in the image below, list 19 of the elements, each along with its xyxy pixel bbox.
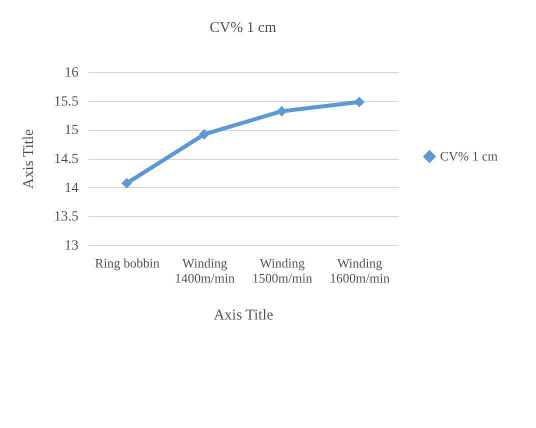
x-tick-label: Winding 1600m/min bbox=[330, 256, 390, 286]
chart-title: CV% 1 cm bbox=[210, 20, 277, 36]
y-tick-label: 14 bbox=[64, 180, 78, 196]
y-tick-label: 15 bbox=[64, 123, 78, 138]
y-tick-label: 13.5 bbox=[54, 210, 78, 225]
x-tick-label: Winding 1400m/min bbox=[174, 256, 236, 286]
legend-label: CV% 1 cm bbox=[440, 148, 498, 164]
point bbox=[199, 129, 210, 140]
x-tick-label: Ring bobbin bbox=[94, 256, 160, 270]
x-axis-title: Axis Title bbox=[214, 308, 274, 324]
y-tick-label: 16 bbox=[64, 66, 78, 80]
point bbox=[122, 178, 132, 189]
y-axis-title: Axis Title bbox=[21, 128, 37, 189]
y-tick-label: 14.5 bbox=[54, 152, 78, 167]
point bbox=[276, 106, 287, 116]
y-tick-label: 15.5 bbox=[54, 94, 78, 110]
y-tick-label: 13 bbox=[64, 238, 78, 254]
point bbox=[354, 96, 364, 108]
x-tick-label: Winding 1500m/min bbox=[252, 256, 313, 286]
